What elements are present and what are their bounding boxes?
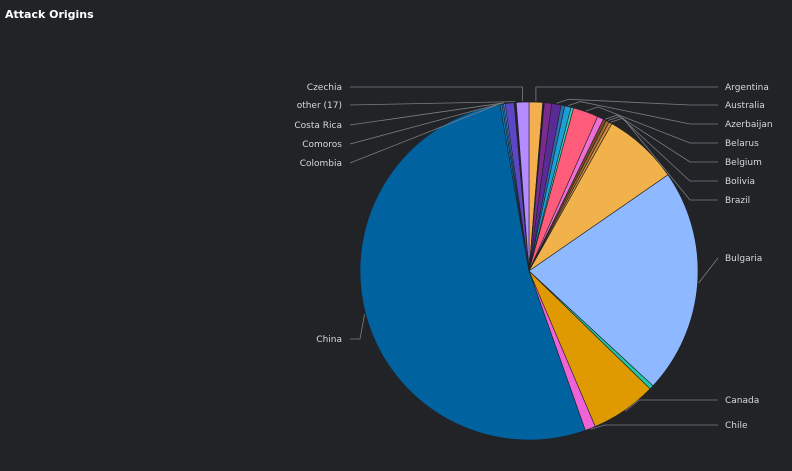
label-belgium: Belgium: [725, 158, 762, 168]
label-colombia: Colombia: [300, 159, 342, 169]
label-china: China: [316, 335, 342, 345]
leader-chile: [590, 424, 718, 430]
label-australia: Australia: [725, 101, 765, 111]
leader-belarus: [585, 106, 718, 144]
label-costa-rica: Costa Rica: [294, 121, 342, 131]
label-comoros: Comoros: [302, 140, 342, 150]
label-belarus: Belarus: [725, 139, 759, 149]
pie-slice-czechia[interactable]: [515, 101, 530, 272]
pie-slice-china[interactable]: [359, 104, 586, 441]
label-argentina: Argentina: [725, 83, 769, 93]
leader-azerbaijan: [568, 101, 718, 125]
label-brazil: Brazil: [725, 196, 750, 206]
leader-colombia: [349, 103, 501, 164]
label-chile: Chile: [725, 421, 748, 431]
label-canada: Canada: [725, 396, 759, 406]
leader-bolivia: [607, 116, 718, 182]
label-other-17: other (17): [297, 101, 342, 111]
leader-other-17: [349, 101, 516, 106]
leader-comoros: [349, 102, 503, 145]
leader-brazil: [610, 117, 718, 201]
label-azerbaijan: Azerbaijan: [725, 120, 773, 130]
label-bolivia: Bolivia: [725, 177, 755, 187]
leader-argentina: [535, 86, 718, 102]
leader-czechia: [350, 86, 523, 102]
label-czechia: Czechia: [307, 83, 342, 93]
leader-costa-rica: [349, 102, 505, 126]
leader-china: [350, 314, 365, 340]
leader-bulgaria: [698, 257, 719, 284]
leader-canada: [624, 399, 718, 412]
leader-australia: [556, 98, 718, 106]
pie-slice-bulgaria[interactable]: [528, 174, 699, 387]
leader-belgium: [605, 114, 718, 163]
label-bulgaria: Bulgaria: [725, 254, 762, 264]
panel-title: Attack Origins: [5, 8, 94, 21]
